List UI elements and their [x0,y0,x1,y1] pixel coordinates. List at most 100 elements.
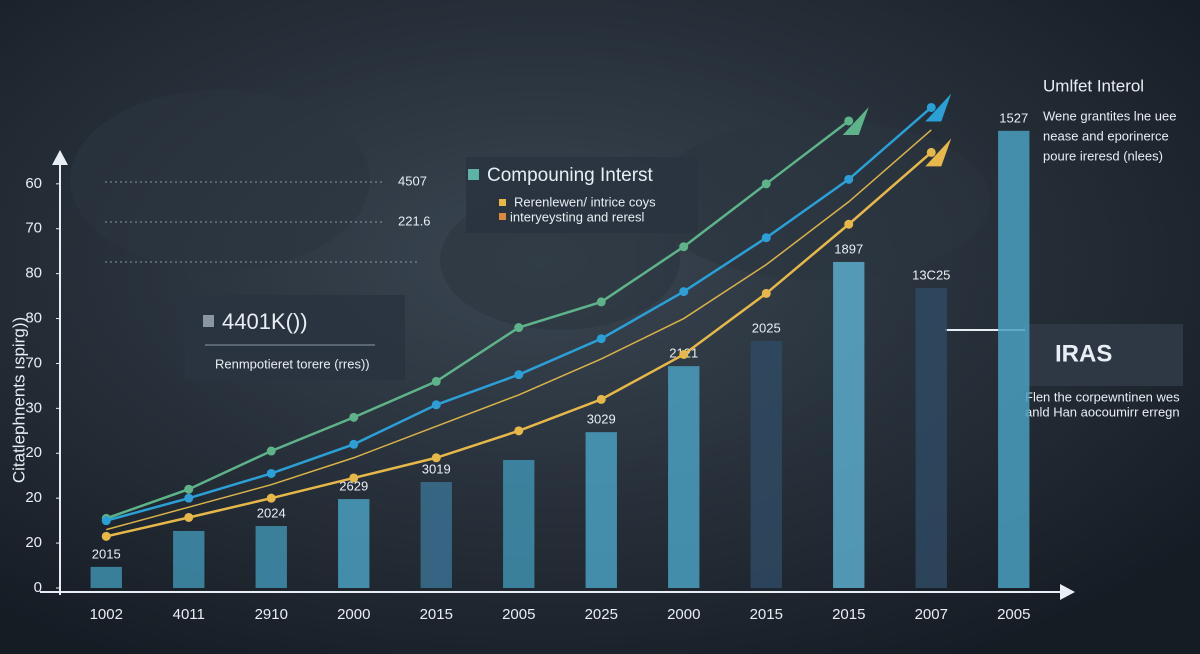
panel-text: poure ireresd (nlees) [1043,148,1163,163]
point [761,288,771,298]
y-axis-title: Citatlephnents ıspirg)) [9,317,28,483]
line-arrow [925,93,952,122]
x-tick-label: 2007 [915,606,948,623]
x-tick-label: 2015 [832,606,865,623]
point [349,473,359,483]
point [514,370,524,380]
bar-note: 3029 [587,412,616,427]
point [349,412,359,422]
x-tick-label: 2015 [420,606,453,623]
bar-note: 2629 [339,479,368,494]
bar [90,566,122,588]
bar [255,526,287,588]
point [679,349,689,359]
side-text: anld Han aocoumirr erregn [1025,404,1180,419]
bar-note: 13C25 [912,267,950,282]
point [844,219,854,229]
point [184,512,194,522]
bar [915,288,947,588]
point [431,453,441,463]
point [101,516,111,526]
bar [833,261,865,588]
point [679,287,689,297]
y-tick-label: 20 [25,534,42,551]
x-tick-label: 4011 [173,606,205,623]
point [844,174,854,184]
y-tick-label: 0 [34,579,42,596]
bar [420,482,452,588]
line-arrow [842,106,869,135]
x-tick-label: 2015 [750,606,783,623]
bar-note: 3019 [422,461,451,476]
panel-text: nease and eporinerce [1043,128,1169,143]
panel-text: Wene grantites lne uee [1043,108,1176,123]
y-tick-label: 80 [25,310,42,327]
bar [998,130,1030,589]
y-tick-label: 70 [25,220,42,237]
side-title: IRAS [1055,340,1112,367]
callout-icon [203,315,214,327]
point [349,439,359,449]
point [266,446,276,456]
bar-note: 2025 [752,320,781,335]
side-text: Flen the corpewntinen wes [1025,389,1180,404]
y-tick-label: 30 [25,399,42,416]
callout-box [185,295,405,380]
bar [585,432,617,588]
bar-note: 2015 [92,546,121,561]
point [514,323,524,333]
title-icon [468,169,479,180]
point [101,531,111,541]
legend-swatch [499,199,506,206]
x-tick-label: 1002 [90,606,123,623]
title-box [466,157,698,233]
point [761,179,771,189]
x-tick-label: 2005 [997,606,1030,623]
x-tick-label: 2005 [502,606,535,623]
dotted-label: 221.6 [398,213,431,228]
y-tick-label: 60 [25,175,42,192]
point [761,233,771,243]
legend-label: Rerenlewen/ intrice coys [514,194,656,209]
bar [338,499,370,588]
point [596,297,606,307]
bar-note: 2024 [257,505,286,520]
line-arrow [925,138,952,167]
point [184,493,194,503]
y-arrow [52,150,68,165]
point [926,102,936,112]
point [596,334,606,344]
x-tick-label: 2000 [337,606,370,623]
dotted-lines [105,181,420,263]
x-tick-label: 2000 [667,606,700,623]
x-arrow [1060,584,1075,600]
callout-value: 4401K()) [222,309,308,334]
line [105,119,850,520]
line [106,129,932,531]
point [266,468,276,478]
chart-title: Compouning Interst [487,165,654,186]
y-tick-label: 70 [25,354,42,371]
point [266,493,276,503]
bar-note: 1527 [999,110,1028,125]
point [431,400,441,410]
panel-title: Umlfet Interol [1043,76,1144,95]
bar [173,530,205,588]
point [184,484,194,494]
y-tick-label: 20 [25,444,42,461]
bar [750,341,782,588]
point [514,426,524,436]
x-tick-label: 2910 [255,606,288,623]
y-tick-label: 80 [25,265,42,282]
point [844,116,854,126]
bar [503,460,535,588]
point [431,376,441,386]
dotted-label: 4507 [398,173,427,188]
x-tick-label: 2025 [585,606,618,623]
point [926,147,936,157]
side-box [1025,324,1183,386]
callout-text: Renmpotieret torere (rres)) [215,356,370,371]
legend-swatch [499,213,506,220]
